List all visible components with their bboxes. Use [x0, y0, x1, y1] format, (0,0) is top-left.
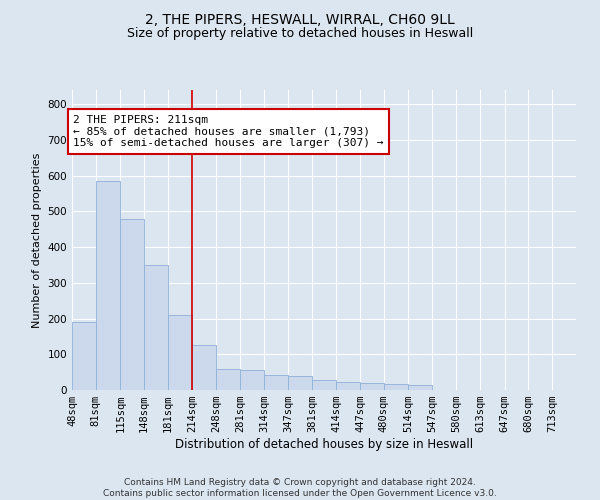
Bar: [72, 322, 96, 390]
Bar: [240, 370, 264, 390]
Y-axis label: Number of detached properties: Number of detached properties: [32, 152, 42, 328]
Bar: [384, 384, 409, 390]
Bar: [121, 218, 144, 390]
Bar: [360, 383, 384, 390]
Bar: [168, 315, 192, 390]
X-axis label: Distribution of detached houses by size in Heswall: Distribution of detached houses by size …: [175, 438, 473, 451]
Bar: [336, 382, 360, 390]
Bar: [264, 375, 288, 390]
Bar: [313, 380, 336, 390]
Bar: [96, 181, 121, 390]
Text: Contains HM Land Registry data © Crown copyright and database right 2024.
Contai: Contains HM Land Registry data © Crown c…: [103, 478, 497, 498]
Text: 2 THE PIPERS: 211sqm
← 85% of detached houses are smaller (1,793)
15% of semi-de: 2 THE PIPERS: 211sqm ← 85% of detached h…: [73, 115, 384, 148]
Text: 2, THE PIPERS, HESWALL, WIRRAL, CH60 9LL: 2, THE PIPERS, HESWALL, WIRRAL, CH60 9LL: [145, 12, 455, 26]
Bar: [144, 265, 168, 390]
Bar: [192, 346, 217, 390]
Text: Size of property relative to detached houses in Heswall: Size of property relative to detached ho…: [127, 28, 473, 40]
Bar: [409, 385, 433, 390]
Bar: [288, 376, 313, 390]
Bar: [217, 368, 240, 390]
